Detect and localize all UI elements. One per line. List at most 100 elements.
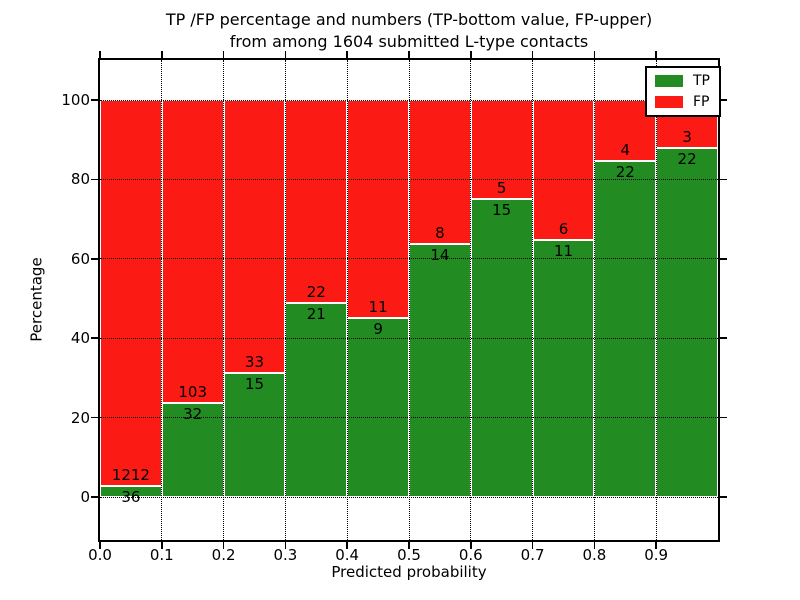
fp-count-label: 22 (306, 283, 326, 302)
gridline-horizontal (100, 496, 718, 498)
x-tick-label: 0.0 (88, 546, 112, 564)
fp-bar-segment (285, 100, 348, 304)
x-tick-bottom (408, 542, 410, 549)
legend-label-fp: FP (693, 94, 710, 110)
fp-bar-segment (161, 100, 224, 403)
x-axis-label: Predicted probability (331, 563, 487, 581)
y-tick-right (720, 416, 727, 419)
y-tick-label: 20 (70, 408, 90, 427)
y-tick-left (91, 99, 98, 101)
tp-count-label: 22 (615, 163, 635, 182)
x-tick-top (346, 51, 348, 58)
tp-bar-segment (532, 240, 595, 497)
gridline-vertical (284, 60, 286, 540)
gridline-horizontal (100, 99, 718, 101)
fp-bar-segment (347, 100, 409, 319)
y-tick-left (91, 337, 98, 339)
chart-title: TP /FP percentage and numbers (TP-bottom… (100, 9, 718, 53)
fp-count-label: 103 (178, 382, 208, 401)
x-tick-label: 0.2 (211, 546, 236, 564)
gridline-vertical (593, 60, 595, 540)
x-tick-label: 0.9 (644, 546, 669, 564)
fp-count-label: 3 (682, 127, 692, 146)
tp-bar-segment (347, 318, 409, 497)
x-tick-bottom (655, 542, 657, 549)
fp-count-label: 5 (496, 179, 507, 198)
x-tick-label: 0.4 (335, 546, 360, 564)
gridline-vertical (470, 60, 472, 540)
gridline-vertical (223, 60, 225, 540)
y-tick-label: 60 (70, 249, 90, 268)
fp-count-label: 11 (368, 298, 388, 317)
gridline-horizontal (100, 258, 718, 260)
plot-area: 1212 36 103 32 33 15 22 21 11 9 8 14 5 15 6 11 4 22 3 22 (98, 58, 720, 542)
x-tick-bottom (99, 542, 101, 549)
x-tick-bottom (346, 542, 348, 549)
fp-color-swatch (655, 96, 683, 108)
y-tick-label: 0 (80, 488, 90, 506)
x-tick-bottom (531, 542, 534, 549)
x-tick-bottom (593, 542, 596, 549)
fp-bar-segment (532, 100, 595, 241)
x-tick-label: 0.3 (273, 546, 298, 564)
tp-bar-segment (470, 199, 533, 497)
x-tick-bottom (222, 542, 225, 549)
gridline-vertical (408, 60, 410, 540)
legend: TP FP (645, 66, 721, 117)
y-tick-label: 40 (70, 329, 90, 348)
tp-count-label: 22 (677, 149, 697, 168)
tp-count-label: 21 (306, 305, 326, 324)
x-tick-top (161, 51, 163, 58)
y-tick-left (91, 496, 98, 498)
x-tick-top (408, 51, 410, 58)
y-tick-left (91, 416, 98, 419)
x-tick-bottom (470, 542, 472, 549)
gridline-vertical (346, 60, 348, 540)
y-tick-right (720, 178, 727, 181)
x-tick-top (470, 51, 472, 58)
gridline-vertical (655, 60, 657, 540)
y-tick-label: 80 (70, 170, 90, 189)
y-tick-right (720, 496, 727, 498)
tp-count-label: 15 (244, 374, 265, 393)
y-tick-label: 100 (61, 91, 90, 109)
y-tick-left (91, 178, 98, 181)
fp-bar-segment (100, 100, 162, 486)
chart-title-line2: from among 1604 submitted L-type contact… (229, 32, 589, 51)
gridline-horizontal (100, 417, 718, 419)
y-tick-right (720, 258, 727, 260)
x-tick-label: 0.7 (520, 546, 545, 564)
y-tick-right (720, 99, 727, 101)
tp-color-swatch (655, 75, 683, 87)
tp-bar-segment (594, 161, 657, 497)
y-tick-left (91, 258, 98, 260)
x-tick-top (284, 51, 287, 58)
tp-bar-segment (656, 147, 718, 497)
fp-count-label: 1212 (111, 465, 150, 484)
tp-count-label: 9 (373, 320, 383, 339)
gridline-horizontal (100, 337, 718, 339)
x-tick-label: 0.6 (458, 546, 483, 564)
x-tick-top (222, 51, 225, 58)
x-tick-label: 0.5 (397, 546, 421, 564)
legend-item-fp: FP (655, 95, 710, 109)
x-tick-top (593, 51, 596, 58)
fp-count-label: 4 (620, 141, 631, 160)
tp-count-label: 32 (183, 404, 203, 423)
gridline-vertical (161, 60, 163, 540)
legend-item-tp: TP (655, 74, 710, 88)
gridline-horizontal (100, 178, 718, 180)
x-tick-label: 0.8 (582, 546, 607, 564)
fp-count-label: 33 (244, 352, 265, 371)
tp-bar-segment (409, 244, 471, 497)
tp-count-label: 36 (121, 487, 141, 506)
x-tick-top (99, 51, 101, 58)
chart-title-line1: TP /FP percentage and numbers (TP-bottom… (165, 10, 653, 29)
legend-label-tp: TP (693, 73, 710, 89)
x-tick-label: 0.1 (149, 546, 174, 564)
x-tick-top (531, 51, 534, 58)
tp-count-label: 11 (553, 242, 574, 261)
x-tick-bottom (284, 542, 287, 549)
y-tick-right (720, 337, 727, 339)
